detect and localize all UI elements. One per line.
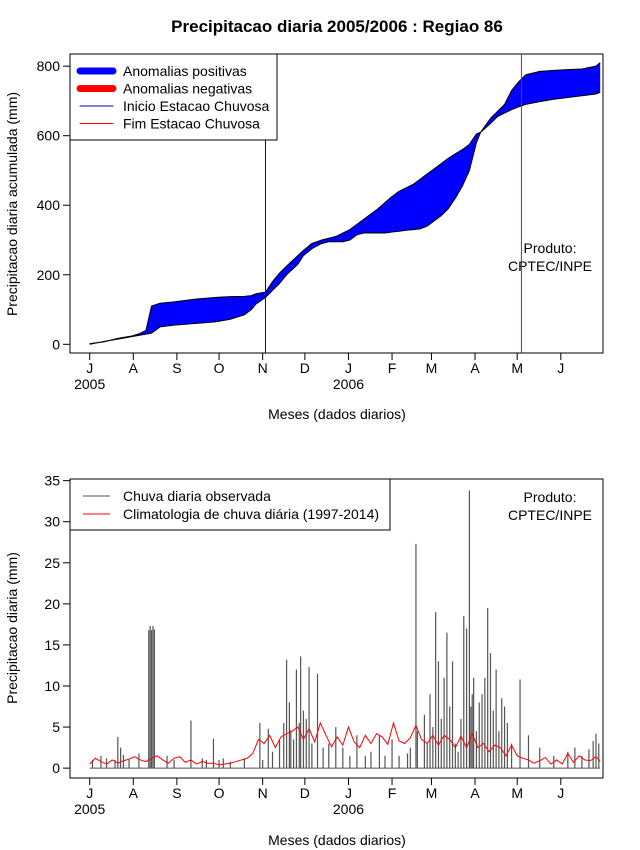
chart2-y-tick-label: 35 [44, 473, 60, 489]
chart2-legend: Chuva diaria observada Climatologia de ch… [69, 478, 391, 531]
chart1-x-tick-label: F [388, 360, 397, 376]
chart1-y-tick-label: 200 [37, 267, 61, 283]
chart1-y-tick-label: 800 [37, 58, 61, 74]
climatology-accumulated-line [89, 91, 601, 345]
chart2-year-label: 2006 [333, 801, 364, 817]
chart1-legend-label: Anomalias positivas [123, 63, 247, 79]
chart2-x-tick-label: M [426, 785, 438, 801]
daily-rain-bars [91, 490, 600, 769]
chart2-x-tick-label: M [511, 785, 523, 801]
chart2-y-tick-label: 25 [44, 555, 60, 571]
chart2-legend-label: Climatologia de chuva diária (1997-2014) [123, 506, 379, 522]
chart2-x-tick-label: S [172, 785, 181, 801]
chart1-x-tick-label: J [557, 360, 564, 376]
chart2-y-tick-label: 5 [52, 719, 60, 735]
chart1-x-tick-label: M [426, 360, 438, 376]
chart1-x-tick-label: D [300, 360, 310, 376]
chart1-legend: Anomalias positivas Anomalias negativasIn… [69, 53, 278, 141]
chart2-y-tick-label: 15 [44, 637, 60, 653]
chart1-legend-label: Inicio Estacao Chuvosa [123, 98, 270, 114]
chart1-x-axis-label: Meses (dados diarios) [268, 406, 406, 422]
chart2-x-tick-label: J [86, 785, 93, 801]
chart2-annotation-line1: Produto: [524, 489, 577, 505]
chart2-legend-label: Chuva diaria observada [123, 488, 271, 504]
chart1-x-tick-label: N [258, 360, 268, 376]
chart1-x-tick-label: S [172, 360, 181, 376]
chart2-y-tick-label: 20 [44, 596, 60, 612]
chart1-x-tick-label: A [470, 360, 480, 376]
chart1-year-label: 2006 [333, 376, 364, 392]
chart1-x-tick-label: A [129, 360, 139, 376]
chart2-annotation-line2: CPTEC/INPE [508, 507, 592, 523]
chart2-x-axis-label: Meses (dados diarios) [268, 832, 406, 848]
chart1-x-tick-label: M [511, 360, 523, 376]
positive-anomaly-area [109, 62, 601, 341]
chart1-x-tick-label: O [214, 360, 225, 376]
chart2-x-tick-label: J [557, 785, 564, 801]
chart1-x-tick-label: J [86, 360, 93, 376]
chart2-y-axis-label: Precipitacao diaria (mm) [4, 552, 20, 704]
chart-title: Precipitacao diaria 2005/2006 : Regiao 8… [171, 17, 503, 36]
chart2-year-label: 2005 [74, 801, 105, 817]
chart1-y-tick-label: 600 [37, 128, 61, 144]
chart2-x-tick-label: N [258, 785, 268, 801]
chart1-annotation-line2: CPTEC/INPE [508, 258, 592, 274]
chart1-y-axis-label: Precipitacao diaria acumulada (mm) [4, 92, 20, 316]
chart2-x-tick-label: A [470, 785, 480, 801]
chart1-x-tick-label: J [345, 360, 352, 376]
chart1-legend-label: Anomalias negativas [123, 81, 252, 97]
chart2-y-tick-label: 30 [44, 514, 60, 530]
observed-accumulated-line [89, 62, 601, 345]
chart2-legend-box [69, 478, 391, 531]
chart1-year-label: 2005 [74, 376, 105, 392]
climatology-daily-line [89, 721, 601, 766]
chart1-annotation-line1: Produto: [524, 240, 577, 256]
chart2-x-tick-label: F [388, 785, 397, 801]
chart1-plot-frame [69, 53, 604, 354]
chart2-y-tick-label: 10 [44, 678, 60, 694]
chart2-y-tick-label: 0 [52, 760, 60, 776]
chart2-x-tick-label: D [300, 785, 310, 801]
chart1-y-tick-label: 0 [52, 336, 60, 352]
chart2-x-tick-label: A [129, 785, 139, 801]
chart1-legend-label: Fim Estacao Chuvosa [123, 116, 260, 132]
chart1-y-tick-label: 400 [37, 197, 61, 213]
chart2-x-tick-label: J [345, 785, 352, 801]
chart2-x-tick-label: O [214, 785, 225, 801]
